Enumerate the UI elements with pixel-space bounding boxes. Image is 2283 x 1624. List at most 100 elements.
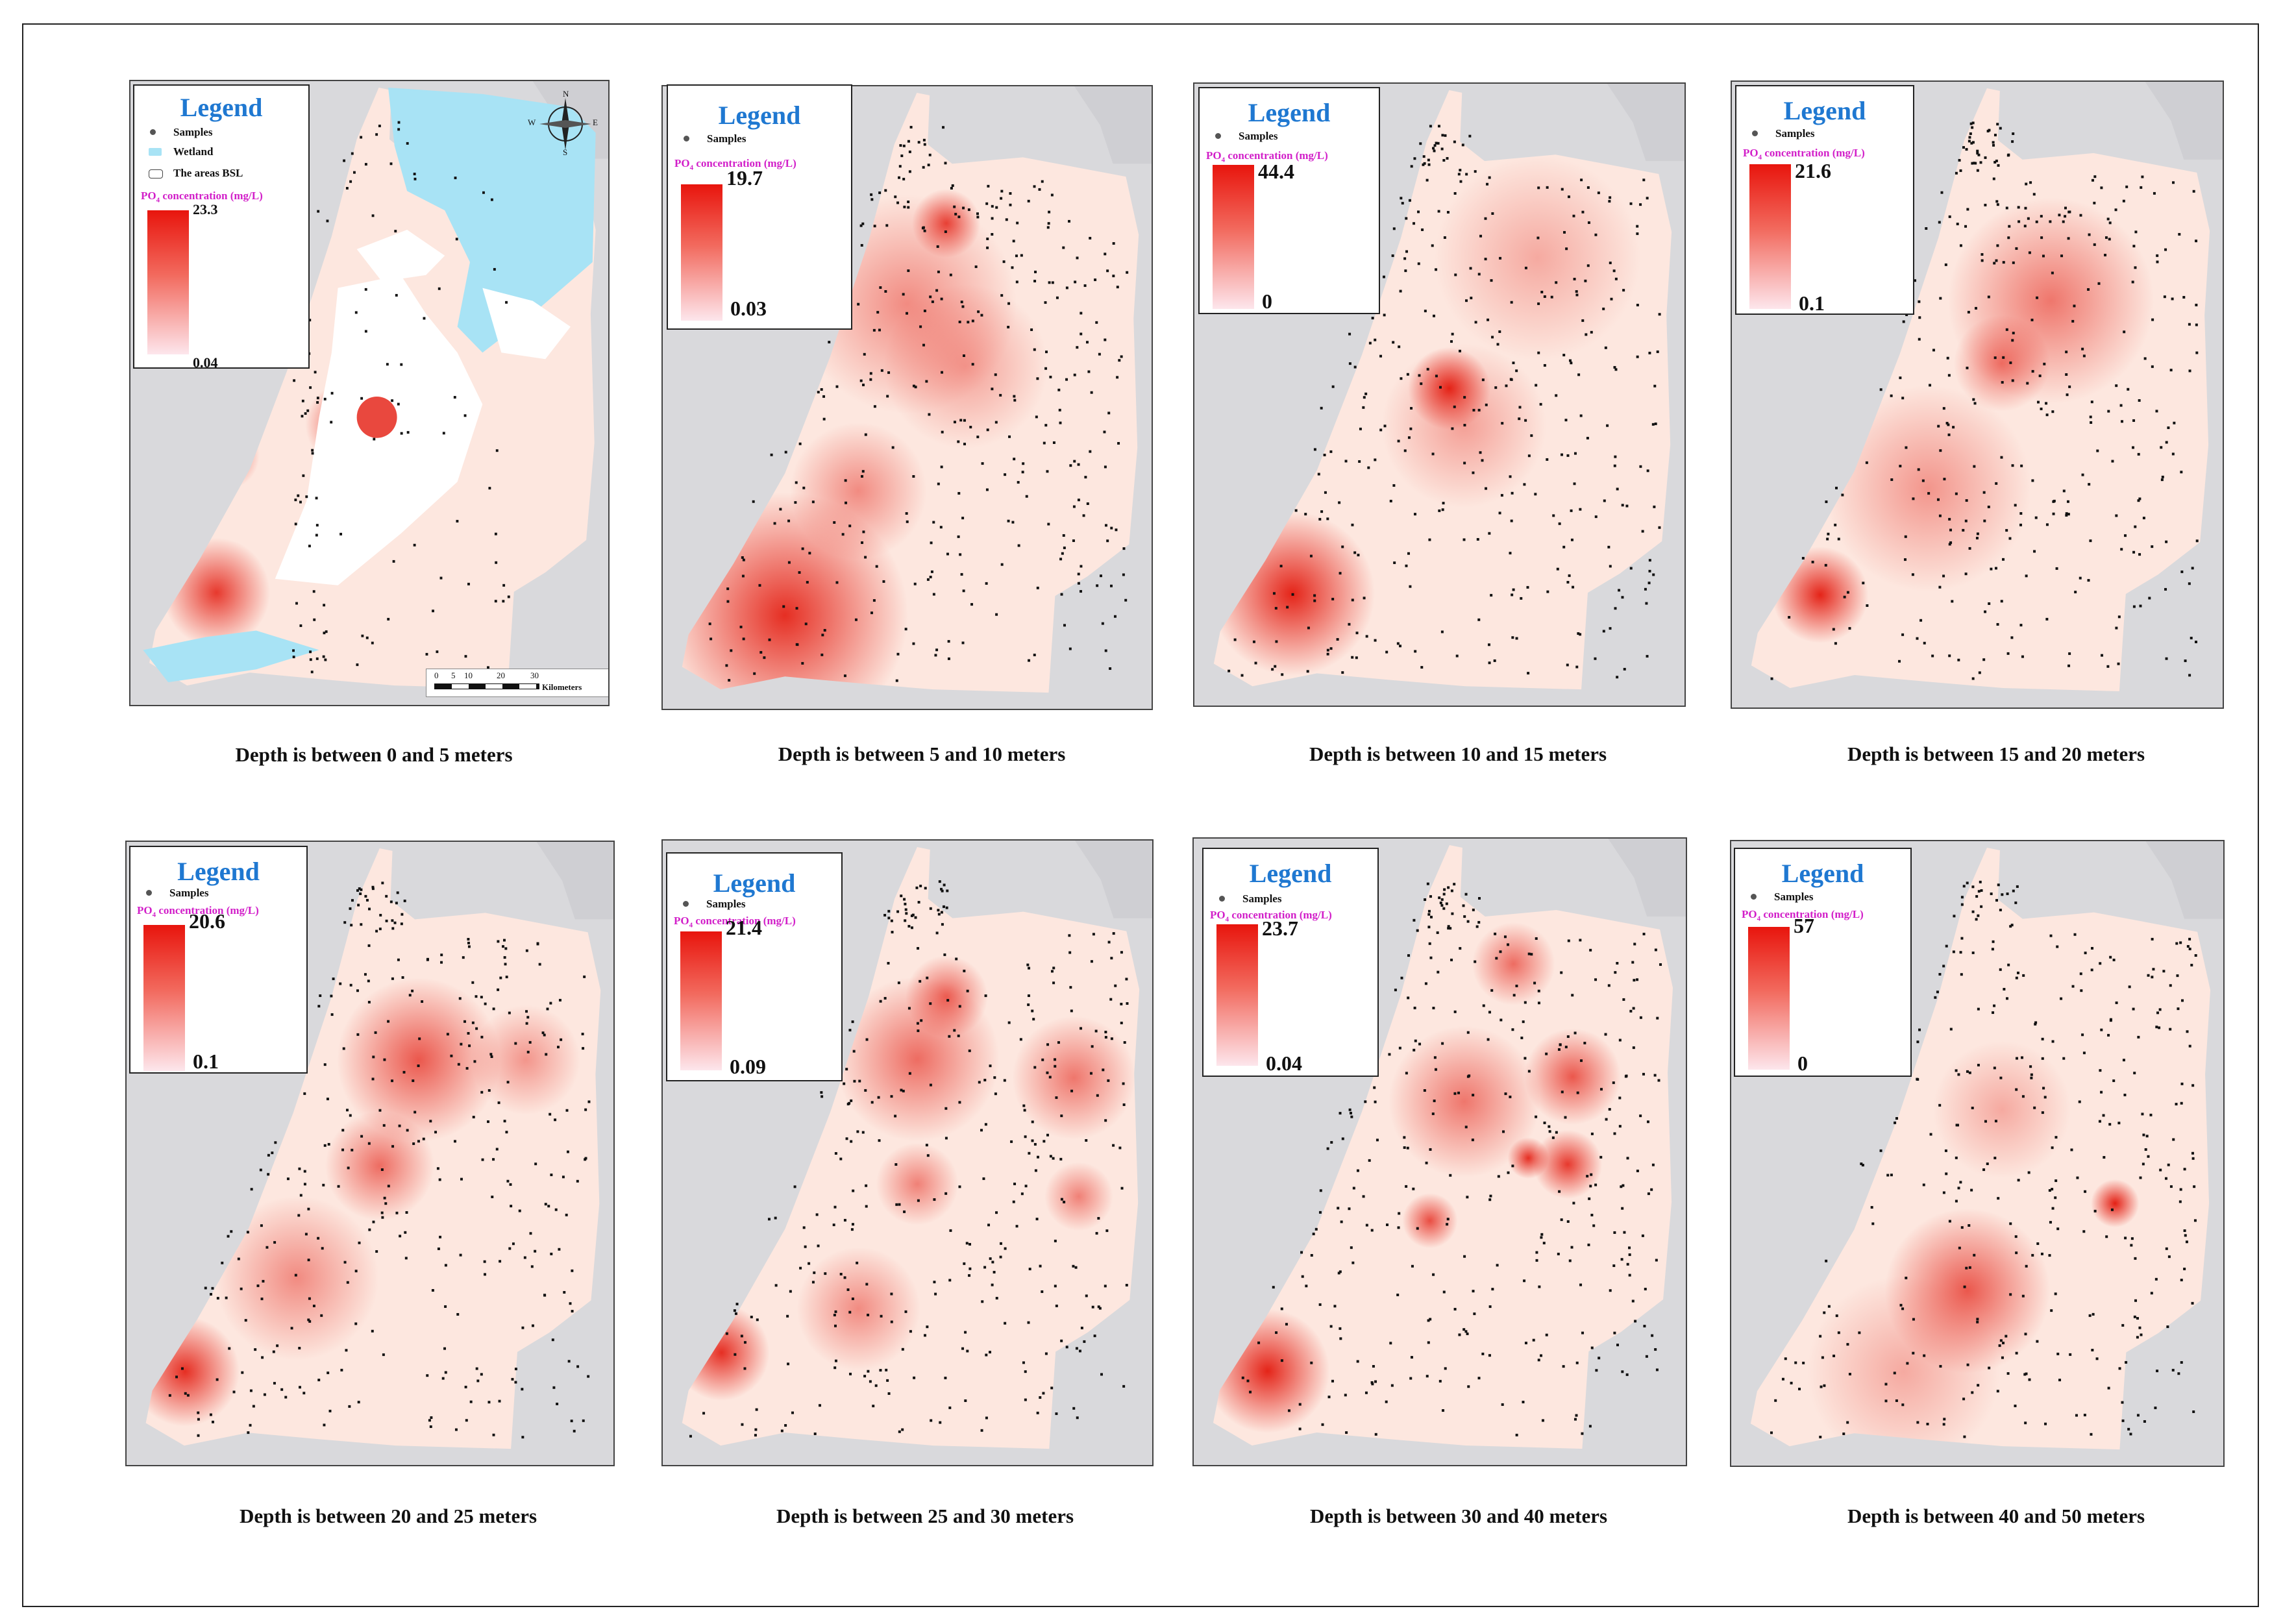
samples-symbol-icon — [1751, 894, 1757, 900]
scale-tick-label: 30 — [530, 671, 539, 680]
conc-label-sub: 4 — [152, 911, 156, 919]
sample-points — [1241, 882, 1662, 1436]
legend-title: Legend — [718, 101, 801, 130]
conc-label-suffix: concentration (mg/L) — [1225, 149, 1328, 162]
sample-points — [1770, 121, 2199, 680]
land-background-ne — [2145, 82, 2223, 160]
concentration-hotspot — [1434, 155, 1641, 361]
legend-title: Legend — [180, 93, 263, 122]
scale-tick-label: 10 — [464, 671, 473, 680]
legend-title: Legend — [1783, 96, 1866, 125]
panel-caption: Depth is between 0 and 5 meters — [235, 743, 513, 766]
legend-title: Legend — [713, 868, 796, 898]
land-background-ne — [1074, 841, 1152, 918]
legend-min-value: 0.04 — [1266, 1052, 1302, 1075]
conc-label-suffix: concentration (mg/L) — [160, 190, 263, 202]
sample-points — [1770, 880, 2197, 1438]
conc-label-sub: 4 — [689, 164, 694, 172]
concentration-hotspot — [2091, 1179, 2140, 1227]
legend-title: Legend — [1781, 859, 1864, 888]
sample-points — [168, 881, 591, 1439]
legend-max-value: 19.7 — [726, 166, 763, 190]
land-background-ne — [1607, 84, 1684, 162]
legend-box: Legend Samples PO4 concentration (mg/L) 57 0 — [1734, 848, 1912, 1077]
concentration-hotspot — [215, 1196, 379, 1360]
concentration-hotspot — [337, 978, 500, 1142]
color-ramp — [680, 931, 722, 1070]
compass-s-label: S — [563, 147, 568, 157]
hotspot-layer — [145, 978, 580, 1427]
wetland-label: Wetland — [173, 145, 214, 158]
scale-tick-label: 20 — [497, 671, 505, 680]
wetland-symbol-icon — [149, 148, 162, 156]
legend-title: Legend — [177, 857, 260, 886]
conc-label-prefix: PO — [1210, 909, 1226, 921]
panel-caption: Depth is between 40 and 50 meters — [1847, 1505, 2145, 1527]
sample-points — [1228, 125, 1661, 679]
concentration-map — [130, 81, 608, 705]
concentration-map — [663, 86, 1152, 709]
hotspot-layer — [682, 955, 1136, 1401]
samples-label: Samples — [1242, 892, 1282, 905]
concentration-hotspot — [1388, 1026, 1540, 1178]
concentration-hotspot — [883, 284, 1048, 449]
conc-label-sub: 4 — [156, 196, 160, 204]
color-ramp — [1213, 165, 1254, 309]
color-ramp — [147, 210, 189, 354]
north-arrow-compass: N S E W — [528, 89, 598, 157]
concentration-hotspot — [1953, 315, 2050, 412]
conc-label-suffix: concentration (mg/L) — [693, 157, 796, 169]
concentration-hotspot — [325, 1111, 434, 1221]
conc-label-prefix: PO — [674, 157, 690, 169]
conc-label-sub: 4 — [1225, 915, 1229, 924]
scale-bar: 0 5 10 20 30 Kilometers — [426, 669, 608, 697]
concentration-hotspot — [1524, 1028, 1621, 1126]
concentration-hotspot — [1807, 1275, 2000, 1450]
wetland-layer — [143, 87, 596, 683]
samples-symbol-icon — [684, 136, 689, 141]
legend-box: Legend Samples PO4 concentration (mg/L) 23.… — [1202, 848, 1379, 1077]
map-panel-1: N S E W 0 5 10 20 30 Kilometers — [129, 80, 610, 706]
concentration-hotspot — [905, 955, 988, 1038]
legend-min-value: 0.1 — [193, 1050, 219, 1073]
legend-max-value: 57 — [1794, 914, 1814, 937]
hotspot-layer — [1771, 197, 2154, 643]
scale-bar-graphic — [434, 683, 539, 689]
conc-label-prefix: PO — [1206, 149, 1222, 162]
concentration-label: PO4 concentration (mg/L) — [1210, 909, 1332, 923]
color-ramp — [143, 925, 185, 1071]
legend-min-value: 0.1 — [1799, 291, 1825, 315]
conc-label-suffix: concentration (mg/L) — [1760, 908, 1864, 920]
color-ramp — [1216, 924, 1258, 1066]
legend-max-value: 20.6 — [189, 909, 225, 933]
legend-min-value: 0 — [1797, 1052, 1808, 1075]
map-panel-4 — [1731, 80, 2224, 709]
concentration-hotspot — [1402, 1193, 1458, 1249]
legend-title: Legend — [1248, 98, 1331, 127]
land-background-ne — [2145, 841, 2223, 919]
samples-symbol-icon — [150, 129, 156, 135]
sample-points — [292, 121, 510, 674]
figure-frame — [22, 23, 2259, 1607]
concentration-map — [1732, 82, 2223, 707]
samples-label: Samples — [169, 887, 209, 899]
concentration-hotspot — [1825, 385, 2032, 592]
panel-caption: Depth is between 20 and 25 meters — [239, 1505, 537, 1527]
samples-label: Samples — [706, 898, 746, 910]
samples-label: Samples — [1239, 130, 1278, 142]
concentration-hotspot — [1507, 1137, 1549, 1179]
land-background-ne — [1608, 839, 1686, 917]
concentration-hotspot — [1932, 1040, 2071, 1179]
conc-label-sub: 4 — [1757, 915, 1761, 923]
scale-tick-label: 0 — [434, 671, 439, 680]
legend-max-value: 21.6 — [1795, 159, 1831, 182]
samples-symbol-icon — [1215, 133, 1221, 139]
conc-label-sub: 4 — [1758, 153, 1762, 162]
legend-max-value: 21.4 — [726, 916, 762, 939]
concentration-label: PO4 concentration (mg/L) — [674, 915, 796, 929]
legend-title: Legend — [1249, 859, 1332, 888]
concentration-map — [1194, 84, 1684, 706]
conc-label-prefix: PO — [674, 915, 689, 927]
legend-max-value: 23.7 — [1262, 917, 1298, 940]
compass-w-label: W — [528, 117, 536, 127]
